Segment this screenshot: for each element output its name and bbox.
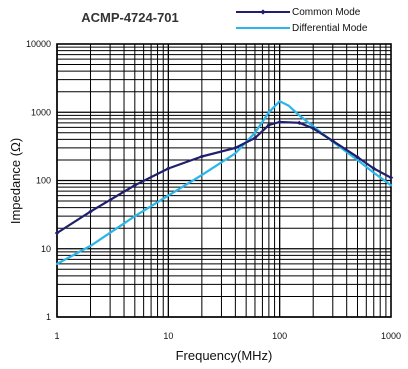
- legend-label-differential-mode: Differential Mode: [292, 23, 368, 34]
- y-axis-label: Impedance (Ω): [8, 138, 23, 224]
- x-tick-label: 1000: [381, 331, 401, 341]
- y-tick-label: 10000: [26, 39, 51, 49]
- data-point: [54, 230, 60, 236]
- data-point: [199, 154, 205, 159]
- data-point: [371, 166, 376, 171]
- legend: Common Mode Differential Mode: [236, 7, 368, 34]
- data-point: [88, 209, 93, 214]
- grid: [56, 44, 391, 318]
- data-point: [277, 119, 282, 125]
- data-point: [355, 154, 360, 160]
- data-point: [166, 166, 171, 171]
- data-point: [266, 122, 272, 128]
- x-tick-label: 100: [272, 331, 287, 341]
- y-tick-label: 1: [46, 312, 51, 322]
- y-tick-label: 10: [41, 244, 51, 254]
- data-point: [388, 175, 394, 180]
- data-point: [310, 126, 316, 131]
- data-point: [132, 183, 138, 188]
- y-tick-label: 100: [36, 176, 51, 186]
- tick-labels: 1 10 100 1000 1 10 100 1000 10000: [26, 39, 401, 341]
- series-layer: [54, 100, 394, 265]
- data-point: [297, 120, 302, 126]
- series-line-differential-mode: [55, 100, 393, 265]
- x-tick-label: 10: [163, 331, 173, 341]
- plot-frame: [56, 43, 392, 318]
- data-point: [233, 145, 238, 151]
- data-point: [252, 135, 258, 141]
- legend-label-common-mode: Common Mode: [292, 7, 361, 18]
- x-tick-label: 1: [54, 331, 59, 341]
- x-axis-label: Frequency(MHz): [176, 348, 273, 363]
- y-tick-label: 1000: [31, 107, 51, 117]
- legend-marker-common-mode: [260, 9, 266, 15]
- data-point: [330, 138, 335, 144]
- chart-title: ACMP-4724-701: [81, 10, 179, 25]
